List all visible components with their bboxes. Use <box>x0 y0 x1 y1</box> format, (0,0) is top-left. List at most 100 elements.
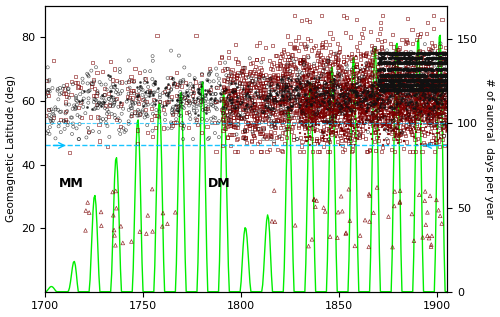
Point <box>289 125 297 130</box>
Point <box>366 119 374 124</box>
Point <box>126 95 134 100</box>
Point <box>309 88 317 93</box>
Point <box>390 51 398 56</box>
Point <box>386 67 394 72</box>
Point <box>110 67 118 72</box>
Point <box>378 115 386 120</box>
Point <box>375 116 383 121</box>
Point <box>346 104 354 109</box>
Point <box>300 122 308 127</box>
Point <box>343 127 351 132</box>
Point <box>134 101 142 106</box>
Point <box>220 90 228 95</box>
Point <box>124 91 132 96</box>
Point <box>418 73 426 78</box>
Point <box>341 114 349 119</box>
Point <box>150 81 158 86</box>
Point <box>422 61 430 66</box>
Point <box>220 87 228 92</box>
Point <box>424 105 432 110</box>
Point <box>436 89 444 94</box>
Point <box>417 75 425 80</box>
Point <box>311 99 319 104</box>
Point <box>408 74 416 79</box>
Point <box>373 113 381 118</box>
Point <box>320 205 328 210</box>
Point <box>151 78 159 83</box>
Point <box>394 76 402 81</box>
Point <box>265 105 273 110</box>
Point <box>418 78 426 83</box>
Point <box>361 91 369 96</box>
Point <box>320 97 328 102</box>
Point <box>376 96 384 101</box>
Point <box>400 115 407 120</box>
Point <box>442 106 450 111</box>
Point <box>308 100 316 105</box>
Point <box>320 99 328 104</box>
Point <box>90 97 98 102</box>
Point <box>338 88 345 93</box>
Point <box>440 86 448 91</box>
Point <box>430 107 438 112</box>
Point <box>356 89 364 94</box>
Point <box>296 97 304 102</box>
Point <box>384 87 392 92</box>
Point <box>384 51 392 56</box>
Point <box>422 51 430 56</box>
Point <box>345 103 353 108</box>
Point <box>395 82 403 87</box>
Point <box>108 77 116 82</box>
Point <box>420 87 428 93</box>
Point <box>343 111 351 116</box>
Point <box>418 50 426 55</box>
Point <box>276 58 283 63</box>
Point <box>228 67 236 72</box>
Point <box>241 135 249 140</box>
Point <box>375 121 383 126</box>
Point <box>360 115 368 120</box>
Point <box>378 77 386 82</box>
Point <box>387 113 395 119</box>
Point <box>397 77 405 82</box>
Point <box>442 106 450 111</box>
Point <box>440 88 448 93</box>
Point <box>352 72 360 77</box>
Point <box>240 127 248 133</box>
Point <box>196 83 203 88</box>
Point <box>438 82 446 87</box>
Point <box>352 81 360 87</box>
Point <box>324 89 332 94</box>
Point <box>177 113 185 118</box>
Point <box>164 126 172 131</box>
Point <box>290 59 298 64</box>
Point <box>236 70 244 75</box>
Point <box>424 82 432 87</box>
Point <box>410 89 418 94</box>
Point <box>396 92 404 97</box>
Point <box>46 77 54 82</box>
Point <box>408 41 416 46</box>
Point <box>402 41 409 46</box>
Point <box>360 97 368 102</box>
Point <box>400 80 407 85</box>
Point <box>219 128 227 133</box>
Point <box>418 73 426 78</box>
Point <box>421 78 429 83</box>
Point <box>298 111 306 116</box>
Point <box>334 52 342 57</box>
Point <box>273 53 281 58</box>
Point <box>386 78 394 83</box>
Point <box>299 93 307 98</box>
Point <box>342 124 350 129</box>
Point <box>409 100 417 105</box>
Point <box>290 91 298 96</box>
Point <box>282 104 290 109</box>
Point <box>400 107 408 113</box>
Point <box>306 73 314 78</box>
Point <box>366 193 374 198</box>
Point <box>124 121 132 126</box>
Point <box>310 84 318 89</box>
Point <box>264 81 272 87</box>
Point <box>425 102 433 107</box>
